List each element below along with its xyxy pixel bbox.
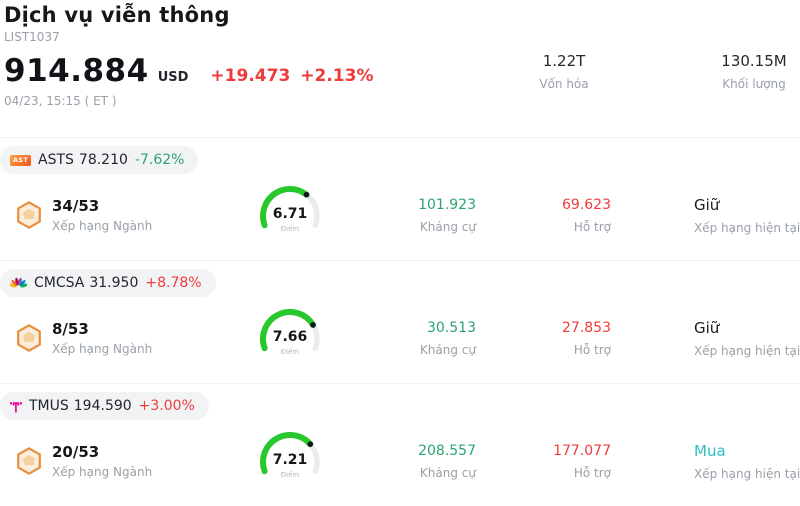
support-col: 69.623 Hỗ trợ [476, 197, 611, 234]
hexagon-rank-icon [17, 324, 41, 352]
industry-rank: 20/53 Xếp hạng Ngành [52, 443, 230, 479]
asts-logo-icon: AST [10, 154, 31, 166]
resistance-col: 30.513 Kháng cự [350, 320, 476, 357]
support-value: 69.623 [562, 196, 611, 213]
rank-label: Xếp hạng Ngành [52, 342, 153, 356]
ticker-price: 78.210 [78, 152, 128, 168]
score-gauge: 7.21 Điểm [230, 430, 350, 492]
score-value: 7.66 [272, 329, 308, 345]
ticker-symbol: ASTS [38, 152, 74, 168]
industry-rank: 8/53 Xếp hạng Ngành [52, 320, 230, 356]
rating-label: Xếp hạng hiện tại [694, 466, 800, 481]
gauge-arc [260, 309, 320, 352]
rank-label: Xếp hạng Ngành [52, 219, 153, 233]
support-label: Hỗ trợ [573, 219, 611, 234]
hexagon-rank-icon [17, 447, 41, 475]
support-label: Hỗ trợ [573, 465, 611, 480]
ticker-price: 31.950 [89, 275, 139, 291]
score-label: Điểm [280, 471, 300, 479]
ticker-change-percent: +3.00% [138, 398, 195, 414]
support-value: 177.077 [553, 442, 611, 459]
ticker-chip-asts[interactable]: AST ASTS 78.210 -7.62% [0, 146, 199, 174]
score-label: Điểm [280, 225, 300, 233]
resistance-value: 30.513 [427, 319, 476, 336]
gauge-arc [260, 432, 320, 475]
support-label: Hỗ trợ [573, 342, 611, 357]
stock-row: 34/53 Xếp hạng Ngành 6.71 Điểm 101.923 K… [0, 184, 800, 246]
resistance-col: 208.557 Kháng cự [350, 443, 476, 480]
ticker-chip-cmcsa[interactable]: CMCSA 31.950 +8.78% [0, 269, 216, 297]
price-change: +19.473 [210, 66, 291, 86]
market-cap-stat: 1.22T Vốn hóa [516, 52, 612, 91]
rating-label: Xếp hạng hiện tại [694, 343, 800, 358]
score-value: 6.71 [272, 206, 308, 222]
resistance-label: Kháng cự [419, 342, 476, 357]
sector-detail-page: { "colors": { "up": "#f03b3b", "down": "… [0, 0, 800, 481]
ticker-symbol: CMCSA [34, 275, 85, 291]
resistance-value: 101.923 [418, 196, 476, 213]
list-id: LIST1037 [4, 30, 60, 44]
rating-col: Giữ Xếp hạng hiện tại [694, 196, 800, 235]
ticker-change-percent: -7.62% [134, 152, 185, 168]
market-cap-label: Vốn hóa [539, 77, 589, 91]
support-value: 27.853 [562, 319, 611, 336]
stock-section-tmus: TMUS 194.590 +3.00% 20/53 Xếp hạng Ngành… [0, 383, 800, 506]
header-stats: 1.22T Vốn hóa 130.15M Khối lượng [516, 52, 800, 91]
stock-row: 8/53 Xếp hạng Ngành 7.66 Điểm 30.513 Khá… [0, 307, 800, 369]
price-change-percent: +2.13% [300, 66, 374, 86]
index-price: 914.884 [4, 53, 149, 89]
header: Dịch vụ viễn thông LIST1037 914.884 USD … [0, 0, 800, 137]
ticker-chip-tmus[interactable]: TMUS 194.590 +3.00% [0, 392, 209, 420]
tmus-t-logo-icon [10, 400, 22, 413]
volume-value: 130.15M [721, 52, 787, 70]
rank-value: 34/53 [52, 197, 100, 215]
currency-label: USD [157, 70, 189, 85]
rank-value: 8/53 [52, 320, 89, 338]
industry-rank: 34/53 Xếp hạng Ngành [52, 197, 230, 233]
resistance-label: Kháng cự [419, 465, 476, 480]
market-cap-value: 1.22T [542, 52, 586, 70]
score-gauge: 6.71 Điểm [230, 184, 350, 246]
page-title: Dịch vụ viễn thông [4, 3, 230, 27]
quote-timestamp: 04/23, 15:15 ( ET ) [4, 94, 117, 108]
rating-label: Xếp hạng hiện tại [694, 220, 800, 235]
hexagon-rank-icon [17, 201, 41, 229]
resistance-value: 208.557 [418, 442, 476, 459]
rating-col: Giữ Xếp hạng hiện tại [694, 319, 800, 358]
asts-logo-text: AST [12, 156, 29, 164]
rank-value: 20/53 [52, 443, 100, 461]
ticker-symbol: TMUS [29, 398, 69, 414]
score-value: 7.21 [272, 452, 308, 468]
score-label: Điểm [280, 348, 300, 356]
stock-row: 20/53 Xếp hạng Ngành 7.21 Điểm 208.557 K… [0, 430, 800, 492]
score-gauge: 7.66 Điểm [230, 307, 350, 369]
support-col: 177.077 Hỗ trợ [476, 443, 611, 480]
support-col: 27.853 Hỗ trợ [476, 320, 611, 357]
rating-value: Giữ [694, 318, 720, 337]
rank-label: Xếp hạng Ngành [52, 465, 153, 479]
rating-value: Mua [694, 441, 726, 460]
stock-section-cmcsa: CMCSA 31.950 +8.78% 8/53 Xếp hạng Ngành … [0, 260, 800, 383]
gauge-arc [260, 186, 320, 229]
volume-label: Khối lượng [722, 77, 786, 91]
resistance-col: 101.923 Kháng cự [350, 197, 476, 234]
rating-value: Giữ [694, 195, 720, 214]
ticker-change-percent: +8.78% [145, 275, 202, 291]
ticker-price: 194.590 [73, 398, 132, 414]
resistance-label: Kháng cự [419, 219, 476, 234]
volume-stat: 130.15M Khối lượng [710, 52, 798, 91]
cmcsa-peacock-icon [10, 276, 27, 291]
price-row: 914.884 USD +19.473 +2.13% [4, 53, 800, 89]
stock-section-asts: AST ASTS 78.210 -7.62% 34/53 Xếp hạng Ng… [0, 137, 800, 260]
rating-col: Mua Xếp hạng hiện tại [694, 442, 800, 481]
